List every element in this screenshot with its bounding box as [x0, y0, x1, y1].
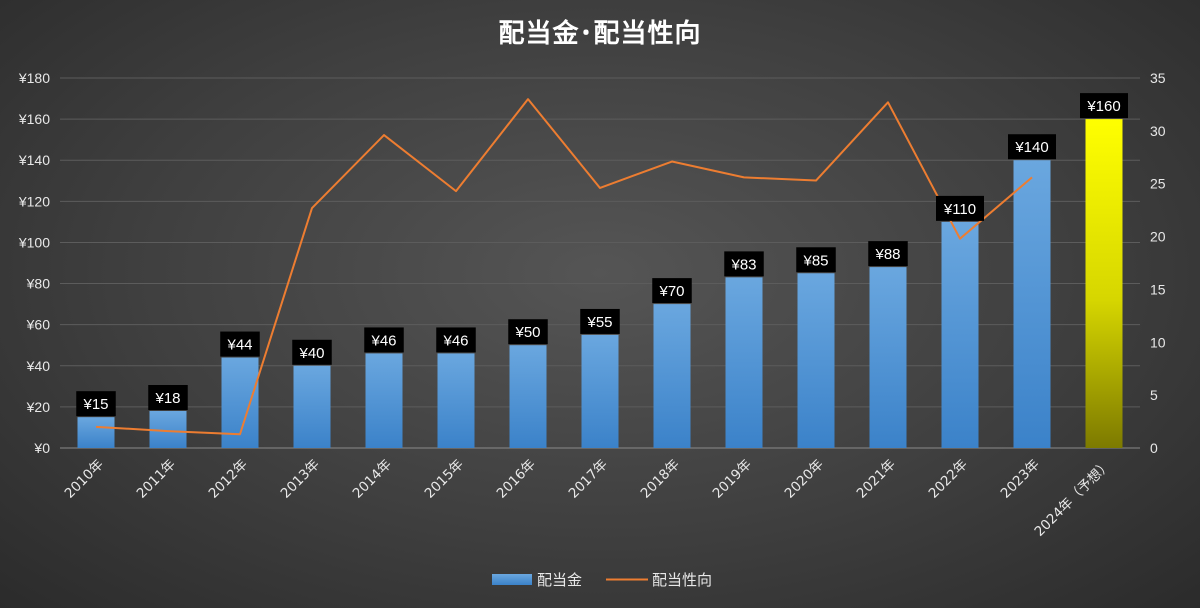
- bar: [869, 267, 907, 448]
- data-label: ¥83: [730, 256, 756, 273]
- y-axis-left: ¥0 ¥20 ¥40 ¥60 ¥80 ¥100 ¥120 ¥140 ¥160 ¥180: [18, 70, 50, 456]
- data-label-box: [1080, 93, 1128, 119]
- x-tick-label: 2013年: [278, 457, 323, 502]
- data-label-box: [220, 331, 260, 357]
- data-label: ¥18: [154, 390, 180, 407]
- x-tick-label: 2016年: [494, 457, 539, 502]
- bar: [941, 221, 979, 448]
- data-label-box: [796, 247, 836, 273]
- data-label: ¥85: [802, 252, 828, 269]
- data-label: ¥50: [514, 324, 540, 341]
- y-left-tick-label: ¥160: [18, 111, 50, 127]
- y-left-tick-label: ¥20: [26, 399, 51, 415]
- x-tick-label: 2024年（予想）: [1031, 457, 1114, 540]
- bar: [581, 334, 619, 448]
- legend-swatch-bar: [492, 574, 532, 585]
- x-tick-label: 2011年: [134, 457, 179, 502]
- y-right-tick-label: 0: [1150, 440, 1158, 456]
- y-left-tick-label: ¥120: [18, 193, 50, 209]
- bar: [77, 417, 115, 448]
- data-label-box: [148, 385, 188, 410]
- payout-ratio-line: [95, 98, 1033, 436]
- data-label-box: [580, 308, 620, 334]
- x-tick-label: 2019年: [710, 457, 755, 502]
- bar: [797, 273, 835, 448]
- y-left-tick-label: ¥80: [26, 276, 51, 292]
- data-label: ¥15: [82, 396, 108, 413]
- data-label-box: [936, 195, 984, 221]
- data-label-box: [724, 251, 764, 277]
- bar: [365, 353, 403, 448]
- x-tick-label: 2014年: [350, 457, 395, 502]
- data-label: ¥88: [874, 246, 900, 263]
- bar-series: [77, 119, 1123, 448]
- bar: [1085, 119, 1123, 448]
- y-right-tick-label: 35: [1150, 70, 1166, 86]
- y-right-tick-label: 5: [1150, 387, 1158, 403]
- y-left-tick-label: ¥140: [18, 152, 50, 168]
- data-label-box: [76, 391, 116, 417]
- data-label-box: [436, 327, 476, 353]
- x-tick-label: 2020年: [782, 457, 827, 502]
- data-label: ¥70: [658, 283, 684, 300]
- data-label: ¥44: [226, 337, 252, 354]
- data-label: ¥160: [1086, 98, 1120, 115]
- x-tick-label: 2010年: [62, 457, 107, 502]
- data-label-box: [652, 278, 692, 304]
- y-right-tick-label: 15: [1150, 281, 1166, 297]
- y-left-tick-label: ¥0: [33, 440, 50, 456]
- data-label-box: [292, 339, 332, 365]
- x-tick-label: 2021年: [854, 457, 899, 502]
- bar: [437, 353, 475, 448]
- x-tick-label: 2015年: [422, 457, 467, 502]
- y-right-tick-label: 25: [1150, 176, 1166, 192]
- bar: [653, 304, 691, 448]
- data-label: ¥46: [442, 332, 468, 349]
- data-label: ¥110: [943, 201, 976, 218]
- x-axis: 2010年 2011年 2012年 2013年 2014年 2015年 2016年 2017年…: [62, 457, 1115, 540]
- bar: [1013, 160, 1051, 448]
- legend-label-bar: 配当金: [537, 571, 582, 589]
- y-left-tick-label: ¥40: [26, 358, 51, 374]
- x-tick-label: 2018年: [638, 457, 683, 502]
- data-label: ¥55: [586, 314, 612, 331]
- data-label-box: [868, 241, 908, 267]
- x-tick-label: 2017年: [566, 457, 611, 502]
- data-label: ¥46: [370, 332, 396, 349]
- data-labels: ¥15 ¥18 ¥44 ¥40 ¥46 ¥46 ¥50 ¥55 ¥70 ¥83 ¥85 ¥88 ¥110…: [76, 93, 1128, 417]
- x-tick-label: 2012年: [206, 457, 251, 502]
- y-left-tick-label: ¥60: [26, 317, 51, 333]
- legend: 配当金 配当性向: [492, 571, 712, 589]
- y-left-tick-label: ¥180: [18, 70, 50, 86]
- line-series: [95, 98, 1033, 436]
- data-label: ¥40: [298, 345, 324, 362]
- x-tick-label: 2023年: [998, 457, 1043, 502]
- y-right-tick-label: 10: [1150, 334, 1166, 350]
- data-label-box: [364, 327, 404, 353]
- bar: [509, 345, 547, 448]
- y-right-tick-label: 30: [1150, 123, 1166, 139]
- y-right-tick-label: 20: [1150, 229, 1166, 245]
- x-tick-label: 2022年: [926, 457, 971, 502]
- data-label: ¥140: [1014, 139, 1048, 156]
- y-axis-right: 0 5 10 15 20 25 30 35: [1150, 70, 1166, 456]
- chart-title: 配当金･配当性向: [498, 18, 701, 49]
- data-label-box: [1008, 134, 1056, 160]
- bar: [293, 365, 331, 448]
- data-label-box: [508, 319, 548, 345]
- legend-label-line: 配当性向: [652, 571, 712, 589]
- bar: [725, 277, 763, 448]
- y-left-tick-label: ¥100: [18, 234, 50, 250]
